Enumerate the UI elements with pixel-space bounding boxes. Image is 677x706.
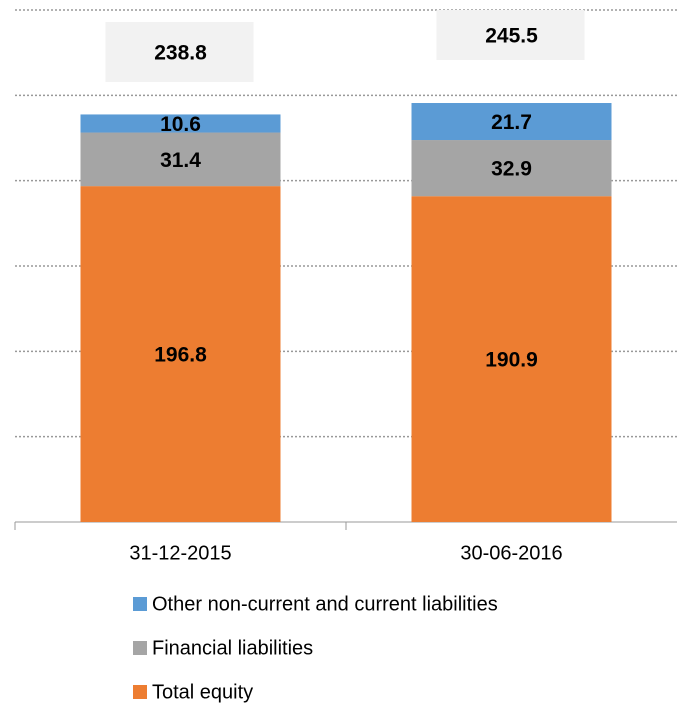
bar-segment xyxy=(80,114,281,133)
data-label: 10.6 xyxy=(160,113,201,136)
legend-label: Total equity xyxy=(152,681,253,703)
data-label: 21.7 xyxy=(491,111,532,134)
legend-swatch xyxy=(133,597,147,611)
legend-swatch xyxy=(133,685,147,699)
legend-swatch xyxy=(133,641,147,655)
x-tick-label: 30-06-2016 xyxy=(460,542,562,564)
total-label: 245.5 xyxy=(485,25,538,48)
legend-label: Other non-current and current liabilitie… xyxy=(152,593,498,615)
total-label: 238.8 xyxy=(154,42,207,65)
bar-segment xyxy=(411,196,612,522)
data-label: 31.4 xyxy=(160,149,201,172)
bar-segment xyxy=(411,103,612,141)
bar-segment xyxy=(80,186,281,523)
total-box xyxy=(105,22,254,82)
data-label: 196.8 xyxy=(154,344,207,367)
legend-label: Financial liabilities xyxy=(152,637,313,659)
data-label: 190.9 xyxy=(485,349,538,372)
bar-segment xyxy=(411,140,612,197)
data-label: 32.9 xyxy=(491,158,532,181)
total-box xyxy=(436,10,585,60)
bar-segment xyxy=(80,132,281,187)
x-tick-label: 31-12-2015 xyxy=(129,542,231,564)
